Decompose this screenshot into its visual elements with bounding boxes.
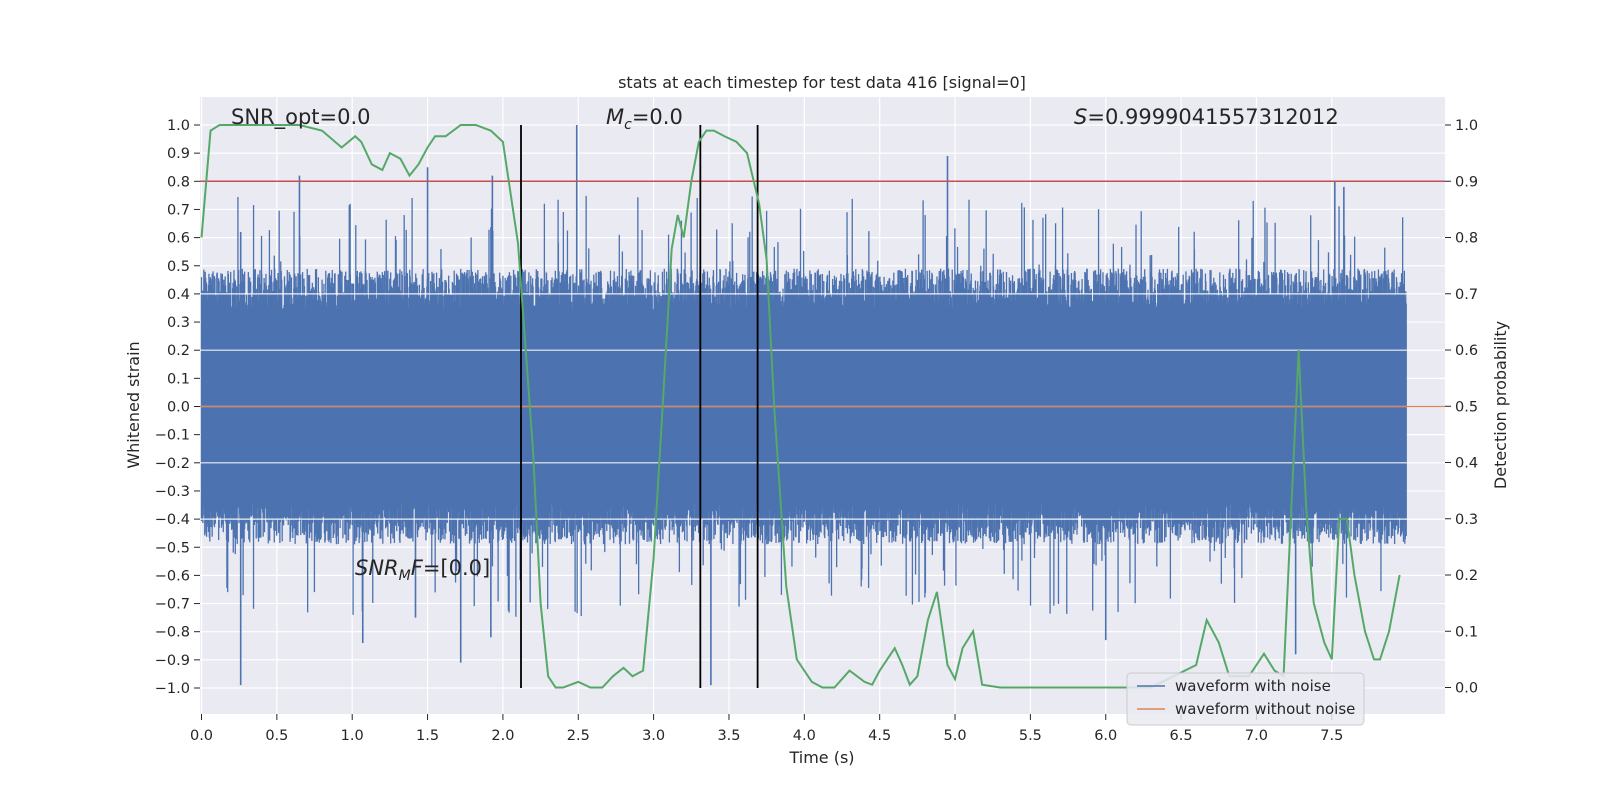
y-tick-label: 0.9	[167, 146, 190, 162]
y2-axis-title: Detection probability	[1491, 321, 1510, 489]
y-tick-label: 1.0	[167, 118, 190, 134]
y2-tick-label: 0.6	[1455, 343, 1478, 359]
y-tick-label: 0.8	[167, 174, 190, 190]
y-tick-label: 0.4	[167, 287, 190, 303]
y-tick-label: 0.2	[167, 343, 190, 359]
y-tick-label: −0.1	[155, 428, 190, 444]
snr-mf-rest: F	[411, 556, 424, 580]
x-axis-title: Time (s)	[788, 748, 854, 767]
x-tick-label: 5.0	[944, 728, 967, 744]
y-tick-label: −0.8	[155, 625, 190, 641]
legend-box	[1126, 672, 1365, 726]
x-tick-label: 0.0	[190, 728, 213, 744]
snr-opt-annotation: SNR_opt=0.0	[231, 105, 371, 130]
right-axis: 1.0 0.9 0.8 0.7 0.6 0.5 0.4 0.3 0.2 0.1 0.0	[1445, 118, 1478, 697]
y2-tick-label: 0.4	[1455, 456, 1478, 472]
y-tick-label: 0.1	[167, 371, 190, 387]
x-tick-label: 3.0	[642, 728, 665, 744]
legend: waveform with noise waveform without noi…	[1126, 672, 1365, 726]
y2-tick-label: 0.5	[1455, 399, 1478, 415]
x-tick-label: 6.0	[1094, 728, 1117, 744]
y-tick-label: −0.5	[155, 540, 190, 556]
snr-mf-value: =[0.0]	[423, 556, 490, 580]
y2-tick-label: 0.8	[1455, 231, 1478, 247]
mc-subscript: c	[624, 117, 632, 133]
y2-tick-label: 0.7	[1455, 287, 1478, 303]
snr-mf-subscript: M	[399, 568, 411, 584]
y-tick-label: 0.3	[167, 315, 190, 331]
s-annotation: S=0.9999041557312012	[1074, 105, 1339, 129]
y-tick-label: −0.6	[155, 568, 190, 584]
y-tick-label: −0.7	[155, 597, 190, 613]
x-tick-label: 5.5	[1019, 728, 1042, 744]
x-tick-label: 0.5	[265, 728, 288, 744]
mc-symbol: M	[606, 105, 624, 129]
y-tick-label: −0.4	[155, 512, 190, 528]
y-tick-label: −0.3	[155, 484, 190, 500]
y-tick-label: 0.5	[167, 259, 190, 275]
x-tick-label: 7.0	[1245, 728, 1268, 744]
mc-annotation: Mc=0.0	[606, 105, 683, 133]
mc-value: =0.0	[632, 105, 683, 129]
x-tick-label: 6.5	[1170, 728, 1193, 744]
s-symbol: S	[1074, 105, 1087, 129]
y-tick-label: 0.7	[167, 202, 190, 218]
y-axis-title: Whitened strain	[124, 341, 143, 468]
y2-tick-label: 0.9	[1455, 174, 1478, 190]
y2-tick-label: 0.2	[1455, 568, 1478, 584]
vertical-markers	[520, 125, 759, 688]
y2-tick-label: 0.3	[1455, 512, 1478, 528]
x-tick-label: 1.5	[416, 728, 439, 744]
y-tick-label: −1.0	[155, 681, 190, 697]
x-tick-label: 4.5	[868, 728, 891, 744]
left-axis: 1.0 0.9 0.8 0.7 0.6 0.5 0.4 0.3 0.2 0.1 0.0 −0.1 −0.…	[155, 118, 200, 697]
x-tick-label: 2.0	[491, 728, 514, 744]
waveform-noise-band	[200, 195, 1407, 617]
snr-mf-symbol: SNR	[355, 556, 399, 580]
y-tick-label: 0.6	[167, 231, 190, 247]
s-value: =0.9999041557312012	[1087, 105, 1338, 129]
x-tick-label: 3.5	[717, 728, 740, 744]
y2-tick-label: 0.1	[1455, 624, 1478, 640]
legend-label-waveform-with-noise: waveform with noise	[1175, 677, 1331, 695]
chart-title: stats at each timestep for test data 416…	[618, 73, 1026, 92]
snr-mf-annotation: SNRMF=[0.0]	[355, 556, 490, 584]
x-tick-label: 1.0	[341, 728, 364, 744]
legend-label-waveform-without-noise: waveform without noise	[1175, 700, 1355, 718]
x-axis: 0.0 0.5 1.0 1.5 2.0 2.5 3.0 3.5 4.0 4.5 5.0 5.5 6.0 6…	[190, 714, 1343, 744]
y-tick-label: 0.0	[167, 400, 190, 416]
y2-tick-label: 0.0	[1455, 681, 1478, 697]
y-tick-label: −0.2	[155, 456, 190, 472]
x-tick-label: 2.5	[567, 728, 590, 744]
x-tick-label: 4.0	[793, 728, 816, 744]
y2-tick-label: 1.0	[1455, 118, 1478, 134]
x-tick-label: 7.5	[1320, 728, 1343, 744]
y-tick-label: −0.9	[155, 653, 190, 669]
